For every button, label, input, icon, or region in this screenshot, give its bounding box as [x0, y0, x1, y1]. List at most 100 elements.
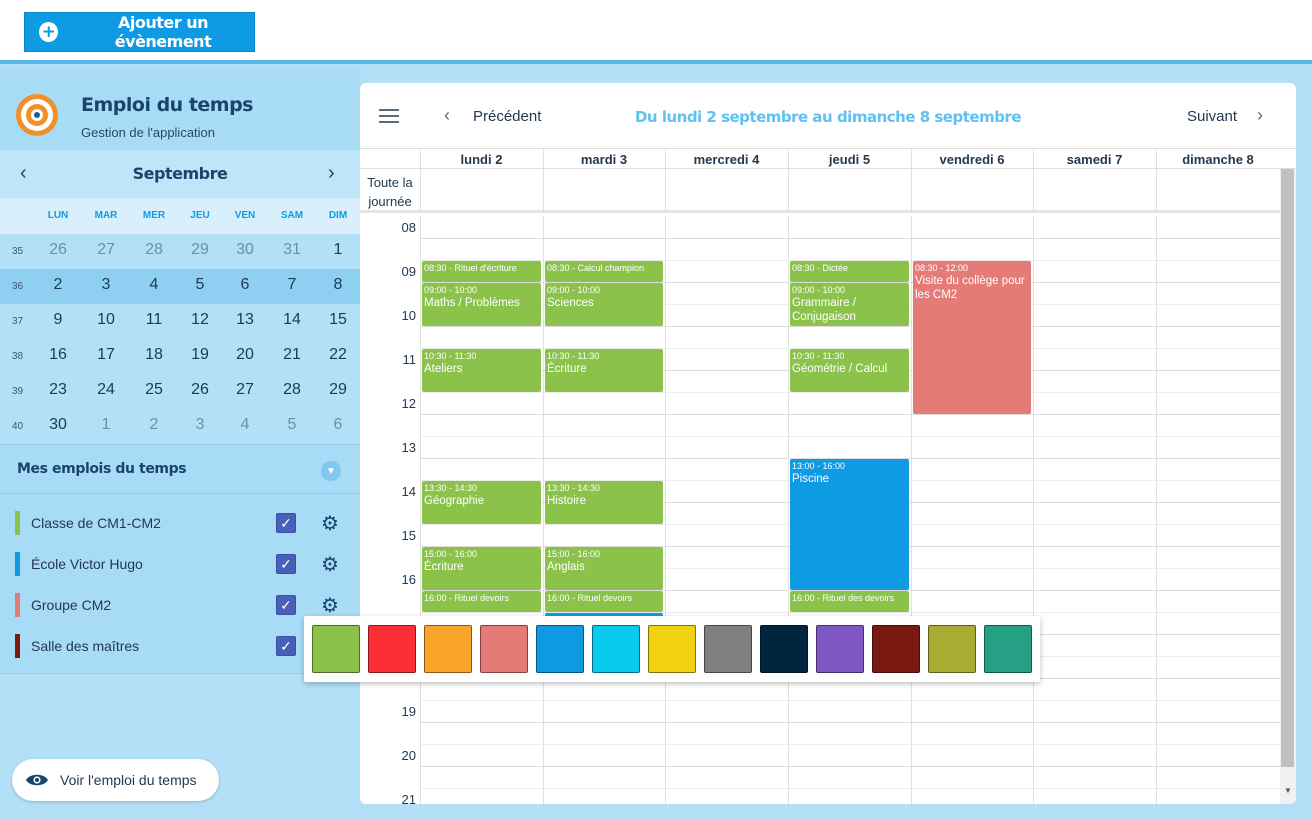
mini-calendar-day[interactable]: 5: [287, 416, 297, 433]
mini-calendar-day[interactable]: 2: [149, 416, 159, 433]
color-swatch[interactable]: [984, 625, 1032, 673]
calendar-event[interactable]: 15:00 - 16:00 Écriture: [422, 547, 541, 590]
calendar-event[interactable]: 09:00 - 10:00 Sciences: [545, 283, 663, 326]
calendar-event[interactable]: 16:00 - Rituel des devoirs: [790, 591, 909, 612]
mini-calendar-day[interactable]: 16: [49, 346, 67, 363]
mini-calendar-day[interactable]: 20: [236, 346, 254, 363]
mini-calendar-day[interactable]: 6: [333, 416, 343, 433]
event-title: Anglais: [547, 561, 585, 573]
view-timetable-button[interactable]: Voir l'emploi du temps: [12, 759, 219, 801]
mini-calendar-day[interactable]: 15: [329, 311, 347, 328]
calendar-event[interactable]: 08:30 - Rituel d'écriture: [422, 261, 541, 282]
mini-calendar-day[interactable]: 28: [145, 241, 163, 258]
chevron-left-icon[interactable]: ‹: [20, 162, 27, 184]
mini-calendar-day[interactable]: 27: [97, 241, 115, 258]
timetable-name: Groupe CM2: [31, 597, 112, 613]
mini-calendar-day[interactable]: 3: [101, 276, 111, 293]
calendar-event[interactable]: 09:00 - 10:00 Maths / Problèmes: [422, 283, 541, 326]
add-event-button[interactable]: + Ajouter un évènement: [24, 12, 255, 52]
checkbox[interactable]: ✓: [276, 554, 296, 574]
mini-calendar-day[interactable]: 31: [283, 241, 301, 258]
mini-calendar-day[interactable]: 25: [145, 381, 163, 398]
calendar-event[interactable]: 10:30 - 11:30 Géométrie / Calcul: [790, 349, 909, 392]
mini-calendar-day[interactable]: 29: [329, 381, 347, 398]
mini-calendar-week: 39 23 24 25 26 27 28 29: [0, 374, 360, 409]
mini-calendar-day[interactable]: 24: [97, 381, 115, 398]
color-swatch[interactable]: [648, 625, 696, 673]
mini-calendar-day[interactable]: 12: [191, 311, 209, 328]
mini-calendar-day[interactable]: 13: [236, 311, 254, 328]
color-swatch[interactable]: [480, 625, 528, 673]
color-swatch[interactable]: [928, 625, 976, 673]
previous-week-button[interactable]: Précédent: [473, 108, 542, 125]
calendar-event[interactable]: 13:30 - 14:30 Histoire: [545, 481, 663, 524]
calendar-event[interactable]: 09:00 - 10:00 Grammaire / Conjugaison: [790, 283, 909, 326]
mini-calendar-day[interactable]: 30: [236, 241, 254, 258]
checkbox[interactable]: ✓: [276, 595, 296, 615]
mini-calendar-day[interactable]: 10: [97, 311, 115, 328]
gear-icon[interactable]: ⚙: [321, 595, 339, 617]
mini-calendar-day[interactable]: 1: [101, 416, 111, 433]
gear-icon[interactable]: ⚙: [321, 554, 339, 576]
mini-calendar-day[interactable]: 18: [145, 346, 163, 363]
calendar-event[interactable]: 10:30 - 11:30 Ateliers: [422, 349, 541, 392]
color-swatch[interactable]: [424, 625, 472, 673]
color-swatch[interactable]: [872, 625, 920, 673]
gear-icon[interactable]: ⚙: [321, 513, 339, 535]
mini-calendar-day[interactable]: 28: [283, 381, 301, 398]
chevron-right-icon[interactable]: ›: [328, 162, 335, 184]
mini-calendar-day[interactable]: 29: [191, 241, 209, 258]
calendar-event[interactable]: 16:00 - Rituel devoirs: [422, 591, 541, 612]
color-swatch[interactable]: [816, 625, 864, 673]
mini-calendar-day[interactable]: 7: [287, 276, 297, 293]
calendar-event[interactable]: 16:00 - Rituel devoirs: [545, 591, 663, 612]
next-week-button[interactable]: Suivant: [1187, 108, 1238, 125]
calendar-event[interactable]: 08:30 - Dictée: [790, 261, 909, 282]
checkbox[interactable]: ✓: [276, 513, 296, 533]
weekday-label: DIM: [328, 210, 348, 221]
mini-calendar-day[interactable]: 4: [240, 416, 250, 433]
chevron-down-icon[interactable]: ▼: [321, 461, 341, 481]
mini-calendar-day[interactable]: 26: [49, 241, 67, 258]
scrollbar-thumb[interactable]: [1281, 169, 1294, 767]
mini-calendar-day[interactable]: 1: [333, 241, 343, 258]
color-swatch[interactable]: [536, 625, 584, 673]
calendar-event[interactable]: 13:30 - 14:30 Géographie: [422, 481, 541, 524]
chevron-left-icon[interactable]: ‹: [444, 105, 450, 125]
color-swatch[interactable]: [760, 625, 808, 673]
calendar-event[interactable]: 08:30 - Calcul champion: [545, 261, 663, 282]
event-time: 09:00 - 10:00: [424, 285, 478, 295]
mini-calendar-day[interactable]: 6: [240, 276, 250, 293]
day-header-row: lundi 2 mardi 3 mercredi 4 jeudi 5 vendredi …: [360, 148, 1296, 170]
color-swatch[interactable]: [592, 625, 640, 673]
mini-calendar-day[interactable]: 19: [191, 346, 209, 363]
calendar-event[interactable]: 15:00 - 16:00 Anglais: [545, 547, 663, 590]
mini-calendar-day[interactable]: 11: [145, 311, 163, 328]
mini-calendar-day[interactable]: 4: [149, 276, 159, 293]
mini-calendar-day[interactable]: 8: [333, 276, 343, 293]
mini-calendar-day[interactable]: 27: [236, 381, 254, 398]
mini-calendar-day[interactable]: 2: [53, 276, 63, 293]
color-swatch[interactable]: [368, 625, 416, 673]
color-swatch[interactable]: [312, 625, 360, 673]
checkbox[interactable]: ✓: [276, 636, 296, 656]
mini-calendar-day[interactable]: 22: [329, 346, 347, 363]
mini-calendar-day[interactable]: 5: [195, 276, 205, 293]
color-swatch[interactable]: [704, 625, 752, 673]
calendar-event[interactable]: 13:00 - 16:00 Piscine: [790, 459, 909, 590]
scroll-down-icon[interactable]: ▼: [1284, 786, 1292, 795]
mini-calendar-day[interactable]: 9: [53, 311, 63, 328]
vertical-scrollbar[interactable]: ▼: [1280, 169, 1296, 804]
mini-calendar-week: 37 9 10 11 12 13 14 15: [0, 304, 360, 339]
mini-calendar-day[interactable]: 23: [49, 381, 67, 398]
mini-calendar-day[interactable]: 14: [283, 311, 301, 328]
hamburger-menu-icon[interactable]: [379, 109, 399, 123]
mini-calendar-day[interactable]: 30: [49, 416, 67, 433]
calendar-event[interactable]: 10:30 - 11:30 Écriture: [545, 349, 663, 392]
calendar-event[interactable]: 08:30 - 12:00 Visite du collège pour les …: [913, 261, 1031, 414]
mini-calendar-day[interactable]: 21: [283, 346, 301, 363]
mini-calendar-day[interactable]: 26: [191, 381, 209, 398]
mini-calendar-day[interactable]: 3: [195, 416, 205, 433]
chevron-right-icon[interactable]: ›: [1257, 105, 1263, 125]
mini-calendar-day[interactable]: 17: [97, 346, 115, 363]
